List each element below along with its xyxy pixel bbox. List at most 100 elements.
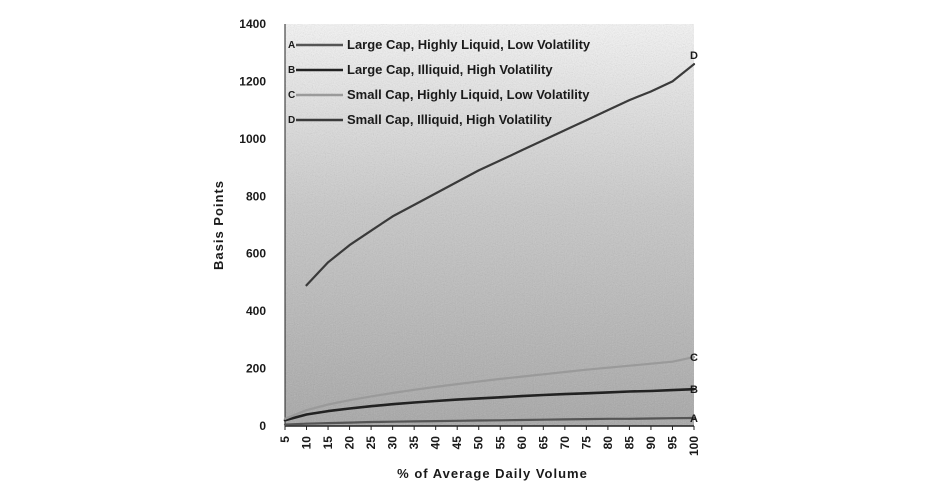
series-point <box>606 417 609 420</box>
series-point <box>585 368 588 371</box>
y-axis-ticks: 0 200 400 600 800 1000 1200 1400 <box>239 17 266 433</box>
series-point <box>499 396 502 399</box>
series-point <box>305 409 308 412</box>
series-end-label: B <box>690 384 698 396</box>
series-line <box>283 416 696 426</box>
series-point <box>671 389 674 392</box>
series-point <box>606 366 609 369</box>
series-point <box>456 383 459 385</box>
y-tick-label: 1400 <box>239 17 266 31</box>
series-point <box>284 419 286 422</box>
x-tick-label: 90 <box>644 436 658 450</box>
series-point <box>585 418 588 421</box>
series-point <box>305 413 308 416</box>
series-point <box>520 395 523 398</box>
y-axis-title: Basis Points <box>211 180 226 270</box>
series-point <box>650 390 652 392</box>
legend-letter: B <box>288 65 295 76</box>
series-end-label: C <box>690 352 698 364</box>
series-point <box>671 80 674 83</box>
series-line <box>283 356 696 420</box>
x-tick-label: 35 <box>407 436 421 450</box>
series-point <box>542 139 545 142</box>
series-point <box>499 159 502 162</box>
y-tick-label: 400 <box>246 304 266 318</box>
series-point <box>585 119 588 122</box>
series-point <box>628 417 631 420</box>
legend-entry: Large Cap, Illiquid, High Volatility <box>347 62 553 77</box>
series-point <box>456 181 459 183</box>
series-point <box>348 421 351 424</box>
series-point <box>520 419 523 421</box>
series-point <box>305 422 308 425</box>
x-tick-label: 100 <box>687 436 701 456</box>
series-point <box>628 99 631 101</box>
series-point <box>413 420 416 423</box>
axes <box>284 24 694 427</box>
legend-letter: A <box>288 40 295 51</box>
series-point <box>284 423 286 426</box>
series-point <box>434 386 437 388</box>
series-point <box>477 419 480 422</box>
y-tick-label: 1200 <box>239 74 266 88</box>
x-tick-label: 60 <box>515 436 529 450</box>
series-point <box>693 417 695 419</box>
series-point <box>413 204 416 206</box>
x-axis-title: % of Average Daily Volume <box>397 466 588 481</box>
legend-entry: Large Cap, Highly Liquid, Low Volatility <box>347 37 591 52</box>
series-point <box>499 378 502 380</box>
series-point <box>434 400 437 402</box>
series-point <box>671 417 674 420</box>
series-point <box>327 422 329 425</box>
x-tick-label: 65 <box>536 436 550 450</box>
series-point <box>606 391 609 394</box>
series-point <box>391 403 394 406</box>
y-tick-label: 200 <box>246 362 266 376</box>
x-tick-label: 40 <box>429 436 443 450</box>
series-point <box>327 410 329 412</box>
plot-texture <box>285 24 694 426</box>
series-point <box>348 244 351 247</box>
x-tick-label: 55 <box>493 436 507 450</box>
series-point <box>650 90 652 93</box>
series-point <box>693 388 695 391</box>
series-point <box>520 375 523 378</box>
x-tick-label: 85 <box>622 436 636 450</box>
series-point <box>477 380 480 383</box>
series-point <box>477 397 480 400</box>
series-point <box>520 149 523 152</box>
series-point <box>650 362 652 365</box>
legend-entry: Small Cap, Highly Liquid, Low Volatility <box>347 87 590 102</box>
x-tick-label: 75 <box>579 436 593 450</box>
x-tick-label: 25 <box>364 436 378 450</box>
y-tick-label: 0 <box>259 419 266 433</box>
series-point <box>434 420 437 423</box>
series-point <box>671 360 674 363</box>
y-tick-label: 600 <box>246 247 266 261</box>
x-tick-label: 20 <box>343 436 357 450</box>
series-point <box>477 169 480 172</box>
series-point <box>456 398 459 401</box>
series-point <box>348 407 351 410</box>
series-point <box>585 392 588 395</box>
series-point <box>628 364 631 367</box>
series-point <box>650 417 652 420</box>
x-tick-label: 10 <box>300 436 314 450</box>
x-tick-label: 95 <box>665 436 679 450</box>
series-point <box>284 417 286 420</box>
series-point <box>370 229 373 232</box>
y-tick-label: 1000 <box>239 132 266 146</box>
series-point <box>563 129 566 132</box>
x-tick-label: 45 <box>450 436 464 450</box>
x-axis-ticks: 5 10 15 20 25 30 35 40 45 50 55 60 65 70 75 80 85 90 95 100 <box>278 426 701 456</box>
series-line <box>283 387 696 422</box>
series-point <box>391 392 394 394</box>
legend-letter: C <box>288 90 295 101</box>
series-point <box>499 419 502 422</box>
series-point <box>456 419 459 422</box>
series-point <box>606 109 609 112</box>
series-point <box>628 390 631 393</box>
series-point <box>693 356 695 358</box>
